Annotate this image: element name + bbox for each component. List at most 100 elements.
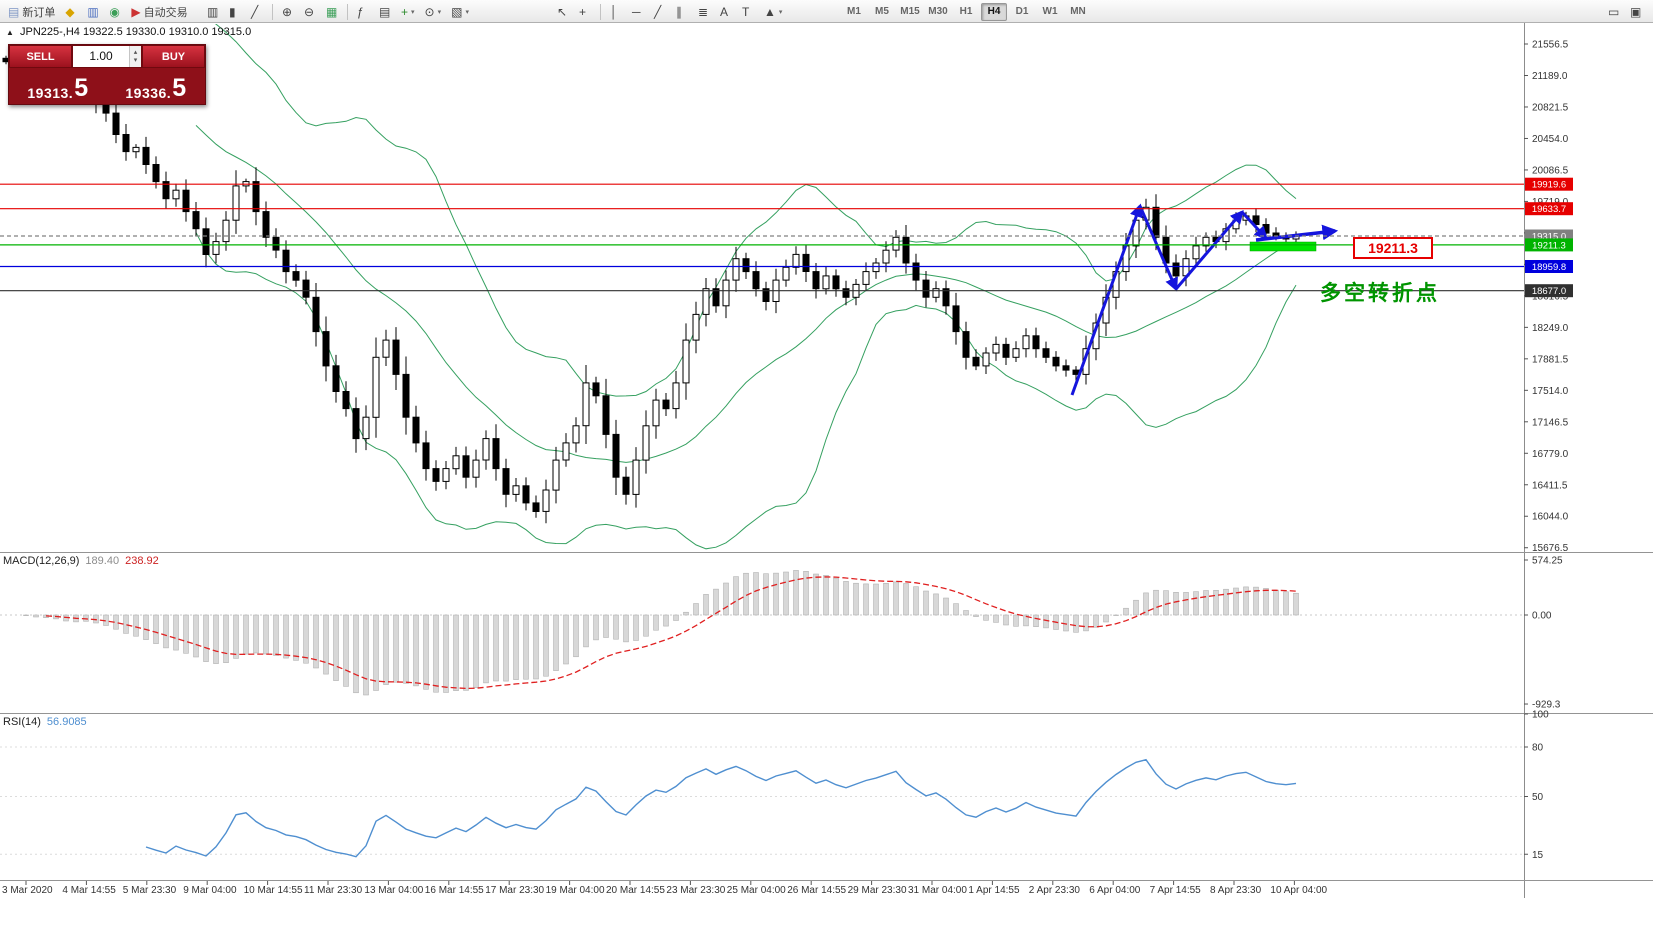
svg-text:17514.0: 17514.0 xyxy=(1532,386,1569,397)
svg-text:17881.5: 17881.5 xyxy=(1532,354,1569,365)
main-chart-panel[interactable] xyxy=(2,18,1339,550)
data-window-icon[interactable]: ◉ xyxy=(105,2,125,21)
price-badge: 19211.3 xyxy=(1525,238,1573,252)
shapes-icon[interactable]: ▲ ▾ xyxy=(760,2,786,21)
cursor-icon[interactable]: ↖ xyxy=(553,2,573,21)
macd-axis-label: 574.25 xyxy=(1532,556,1563,567)
svg-text:19633.7: 19633.7 xyxy=(1532,204,1566,215)
indicators-icon[interactable]: ƒ xyxy=(353,2,373,21)
svg-text:23 Mar 23:30: 23 Mar 23:30 xyxy=(666,885,725,896)
volume-field[interactable]: 1.00 ▴ ▾ xyxy=(72,45,142,68)
data-window-icon: ◉ xyxy=(109,4,120,19)
draw-tools-group: ↖ + │ ─ ╱ ∥ ≣ A T ▲ ▾ xyxy=(553,1,786,22)
indicators-icon: ƒ xyxy=(357,4,364,19)
trend-arrow[interactable] xyxy=(1240,210,1268,240)
volume-up-icon[interactable]: ▴ xyxy=(133,48,138,56)
file-group: ▤ 新订单 ◆ ▥ ◉ ▶ 自动交易 xyxy=(4,1,192,22)
rsi-axis-label: 80 xyxy=(1532,743,1544,754)
objects-list-icon[interactable]: ▤ xyxy=(375,2,395,21)
macd-panel[interactable] xyxy=(0,570,1524,696)
timeframe-h1-button[interactable]: H1 xyxy=(959,6,973,17)
window-menu-icon: ▣ xyxy=(1630,4,1642,19)
timeframe-d1-button[interactable]: D1 xyxy=(1015,6,1029,17)
timeframe-mn-button[interactable]: MN xyxy=(1070,6,1086,17)
zoom-in-icon: ⊕ xyxy=(282,4,293,19)
objects-list-icon: ▤ xyxy=(379,4,391,19)
sell-button[interactable]: SELL xyxy=(9,45,72,68)
window-restore-icon: ▭ xyxy=(1608,4,1620,19)
templates-icon[interactable]: ▧ ▾ xyxy=(447,2,473,21)
fibonacci-icon[interactable]: ≣ xyxy=(694,2,714,21)
channel-icon[interactable]: ∥ xyxy=(672,2,692,21)
trend-arrow[interactable] xyxy=(1070,203,1143,396)
timeframe-w1-button[interactable]: W1 xyxy=(1042,6,1058,17)
window-restore-icon[interactable]: ▭ xyxy=(1604,2,1624,21)
svg-text:20454.0: 20454.0 xyxy=(1532,134,1569,145)
trend-arrow[interactable] xyxy=(1138,205,1178,292)
bollinger-lower-band xyxy=(195,232,1297,550)
tile-windows-icon: ▦ xyxy=(326,4,338,19)
chart-tools-group: ▥ ▮ ╱ ⊕ ⊖ ▦ ƒ ▤ + ▾ ⊙ ▾ ▧ ▾ xyxy=(203,1,473,22)
horizontal-line-icon[interactable]: ─ xyxy=(628,2,648,21)
period-icon[interactable]: ⊙ ▾ xyxy=(421,2,446,21)
rsi-panel[interactable] xyxy=(0,746,1524,858)
add-indicator-icon[interactable]: + ▾ xyxy=(397,2,419,21)
buy-price: 19336. 5 xyxy=(125,74,187,102)
vertical-line-icon[interactable]: │ xyxy=(606,2,626,21)
shapes-icon: ▲ xyxy=(764,4,776,19)
metaeditor-icon[interactable]: ◆ xyxy=(61,2,81,21)
price-badge: 19919.6 xyxy=(1525,177,1573,191)
new-order-button[interactable]: ▤ 新订单 xyxy=(4,2,59,21)
label-icon[interactable]: T xyxy=(738,2,758,21)
candlestick-chart-icon[interactable]: ▮ xyxy=(225,2,245,21)
toolbar-separator xyxy=(347,3,348,20)
timeframe-m5-button[interactable]: M5 xyxy=(875,6,889,17)
timeframe-h4-button[interactable]: H4 xyxy=(981,2,1007,21)
zoom-out-icon[interactable]: ⊖ xyxy=(300,2,320,21)
svg-text:17 Mar 23:30: 17 Mar 23:30 xyxy=(485,885,544,896)
svg-text:8 Apr 23:30: 8 Apr 23:30 xyxy=(1210,885,1262,896)
crosshair-icon[interactable]: + xyxy=(575,2,595,21)
text-icon[interactable]: A xyxy=(716,2,736,21)
svg-text:3 Mar 2020: 3 Mar 2020 xyxy=(2,885,53,896)
autotrading-button[interactable]: ▶ 自动交易 xyxy=(127,2,191,21)
price-badge: 18677.0 xyxy=(1525,284,1573,298)
price-callout-label[interactable]: 19211.3 xyxy=(1353,237,1433,259)
candle-wicks xyxy=(5,53,1297,524)
svg-text:10 Apr 04:00: 10 Apr 04:00 xyxy=(1270,885,1327,896)
window-menu-icon[interactable]: ▣ xyxy=(1626,2,1646,21)
market-watch-icon[interactable]: ▥ xyxy=(83,2,103,21)
trendline-icon[interactable]: ╱ xyxy=(650,2,670,21)
time-axis[interactable]: 3 Mar 2020 4 Mar 14:55 5 Mar 23:30 9 Mar 04… xyxy=(2,881,1328,896)
rsi-label: RSI(14) 56.9085 xyxy=(3,716,87,728)
autotrading-button-label: 自动交易 xyxy=(143,6,188,19)
svg-text:10 Mar 14:55: 10 Mar 14:55 xyxy=(244,885,303,896)
new-order-button-label: 新订单 xyxy=(22,6,56,19)
volume-down-icon[interactable]: ▾ xyxy=(133,56,138,64)
svg-text:16779.0: 16779.0 xyxy=(1532,449,1569,460)
timeframe-m1-button[interactable]: M1 xyxy=(847,6,861,17)
templates-icon: ▧ xyxy=(451,4,463,19)
tile-windows-icon[interactable]: ▦ xyxy=(322,2,342,21)
svg-text:18959.8: 18959.8 xyxy=(1532,262,1566,273)
timeframe-m15-button[interactable]: M15 xyxy=(900,6,920,17)
support-zone-rect[interactable] xyxy=(1249,241,1317,252)
svg-text:19315.0: 19315.0 xyxy=(1532,232,1566,243)
trend-arrow[interactable] xyxy=(1174,209,1244,290)
line-chart-icon[interactable]: ╱ xyxy=(247,2,267,21)
add-indicator-icon-caret: ▾ xyxy=(411,8,415,16)
crosshair-icon: + xyxy=(579,4,587,19)
bar-chart-icon[interactable]: ▥ xyxy=(203,2,223,21)
panel-collapse-icon[interactable]: ▲ xyxy=(6,28,14,37)
horizontal-line-icon: ─ xyxy=(632,4,641,19)
main-toolbar: ▤ 新订单 ◆ ▥ ◉ ▶ 自动交易 ▥ ▮ ╱ ⊕ ⊖ ▦ ƒ ▤ + ▾ ⊙ ▾ ▧ ▾ ↖ + │ ─ ╱ ∥ ≣ A T ▲ ▾ ▭ ▣ M… xyxy=(0,0,1653,23)
svg-text:29 Mar 23:30: 29 Mar 23:30 xyxy=(848,885,907,896)
templates-icon-caret: ▾ xyxy=(465,8,469,16)
buy-button[interactable]: BUY xyxy=(142,45,205,68)
zoom-in-icon[interactable]: ⊕ xyxy=(278,2,298,21)
timeframe-m30-button[interactable]: M30 xyxy=(928,6,948,17)
svg-text:2 Apr 23:30: 2 Apr 23:30 xyxy=(1029,885,1081,896)
macd-axis-label: -929.3 xyxy=(1532,700,1561,711)
turning-point-text: 多空转折点 xyxy=(1320,282,1440,305)
